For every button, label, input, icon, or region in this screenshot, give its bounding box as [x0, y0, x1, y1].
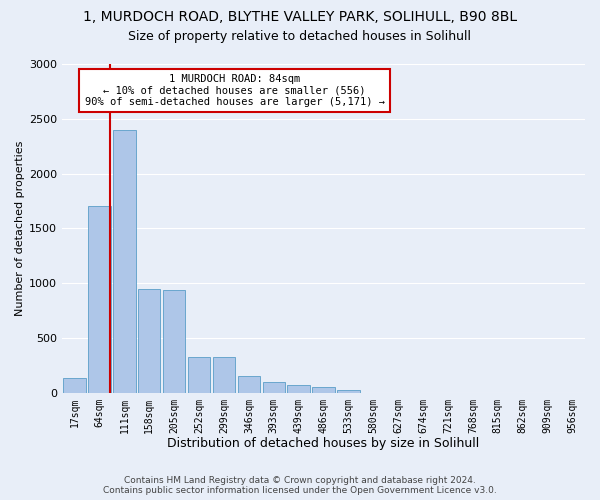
Bar [213, 356, 235, 392]
Bar [188, 356, 210, 392]
Text: 1 MURDOCH ROAD: 84sqm
← 10% of detached houses are smaller (556)
90% of semi-det: 1 MURDOCH ROAD: 84sqm ← 10% of detached … [85, 74, 385, 107]
Bar [263, 382, 285, 392]
Bar [138, 288, 160, 393]
Bar [313, 386, 335, 392]
Y-axis label: Number of detached properties: Number of detached properties [15, 140, 25, 316]
Text: 1, MURDOCH ROAD, BLYTHE VALLEY PARK, SOLIHULL, B90 8BL: 1, MURDOCH ROAD, BLYTHE VALLEY PARK, SOL… [83, 10, 517, 24]
X-axis label: Distribution of detached houses by size in Solihull: Distribution of detached houses by size … [167, 437, 480, 450]
Text: Contains HM Land Registry data © Crown copyright and database right 2024.
Contai: Contains HM Land Registry data © Crown c… [103, 476, 497, 495]
Bar [238, 376, 260, 392]
Bar [64, 378, 86, 392]
Text: Size of property relative to detached houses in Solihull: Size of property relative to detached ho… [128, 30, 472, 43]
Bar [113, 130, 136, 392]
Bar [337, 390, 359, 392]
Bar [163, 290, 185, 393]
Bar [287, 385, 310, 392]
Bar [88, 206, 111, 392]
